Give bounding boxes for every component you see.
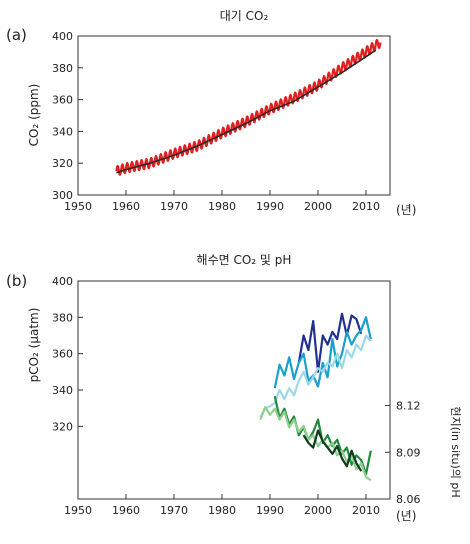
x-tick-label: 1990: [256, 200, 284, 213]
ph-line-6: [302, 429, 363, 472]
panel-a-frame: [77, 35, 391, 196]
x-tick-label: 1980: [208, 200, 236, 213]
panel-a-y-axis: 300 320 340 360 380 400: [52, 30, 83, 202]
x-tick-label: 1950: [64, 200, 92, 213]
x-tick-label: 1970: [160, 200, 188, 213]
co2-monthly-line: [115, 38, 382, 176]
y2-tick-label: 8.09: [396, 446, 421, 459]
panel-b-series: [259, 312, 372, 482]
x-tick-label: 1980: [208, 504, 236, 517]
y-tick-label: 360: [52, 348, 73, 361]
panel-b-xlabel: (년): [396, 509, 416, 523]
panel-a-x-axis: 1950 1960 1970 1980 1990 2000 2010: [64, 190, 380, 213]
y-tick-label: 400: [52, 30, 73, 43]
y-tick-label: 320: [52, 157, 73, 170]
panel-a-label: (a): [6, 26, 27, 44]
x-tick-label: 1970: [160, 504, 188, 517]
panel-b-frame: [77, 280, 391, 500]
y2-tick-label: 8.06: [396, 493, 421, 506]
panel-a-xlabel: (년): [396, 203, 416, 217]
pco2-line-3: [259, 334, 372, 418]
panel-b: (b) 해수면 CO₂ 및 pH pCO₂ (μatm) 현지(in situ)…: [6, 253, 462, 523]
panel-a: (a) 대기 CO₂ CO₂ (ppm) (년) 1950 1960 1970 198…: [6, 9, 416, 217]
panel-b-y2label: 현지(in situ)의 pH: [449, 406, 462, 497]
y-tick-label: 380: [52, 311, 73, 324]
y-tick-label: 360: [52, 94, 73, 107]
panel-b-y-axis: 320 340 360 380 400: [52, 275, 83, 433]
y-tick-label: 400: [52, 275, 73, 288]
pco2-line-2: [273, 316, 372, 389]
x-tick-label: 1990: [256, 504, 284, 517]
x-tick-label: 2000: [304, 504, 332, 517]
panel-b-label: (b): [6, 272, 27, 290]
y-tick-label: 320: [52, 420, 73, 433]
x-tick-label: 1950: [64, 504, 92, 517]
co2-annual-line: [116, 49, 377, 174]
x-tick-label: 2010: [352, 200, 380, 213]
panel-a-series: [115, 38, 382, 176]
panel-b-ylabel: pCO₂ (μatm): [27, 308, 41, 383]
x-tick-label: 1960: [112, 504, 140, 517]
y-tick-label: 340: [52, 384, 73, 397]
ph-line-5: [259, 406, 372, 482]
y-tick-label: 340: [52, 125, 73, 138]
panel-a-title: 대기 CO₂: [220, 9, 269, 23]
pco2-line-1: [297, 312, 363, 373]
panel-b-title: 해수면 CO₂ 및 pH: [197, 253, 292, 267]
panel-a-ylabel: CO₂ (ppm): [27, 84, 41, 147]
y-tick-label: 380: [52, 62, 73, 75]
x-tick-label: 1960: [112, 200, 140, 213]
x-tick-label: 2000: [304, 200, 332, 213]
y2-tick-label: 8.12: [396, 400, 421, 413]
x-tick-label: 2010: [352, 504, 380, 517]
panel-b-x-axis: 1950 1960 1970 1980 1990 2000 2010: [64, 494, 380, 517]
panel-b-y2-axis: 8.06 8.09 8.12: [385, 400, 421, 506]
y-tick-label: 300: [52, 189, 73, 202]
